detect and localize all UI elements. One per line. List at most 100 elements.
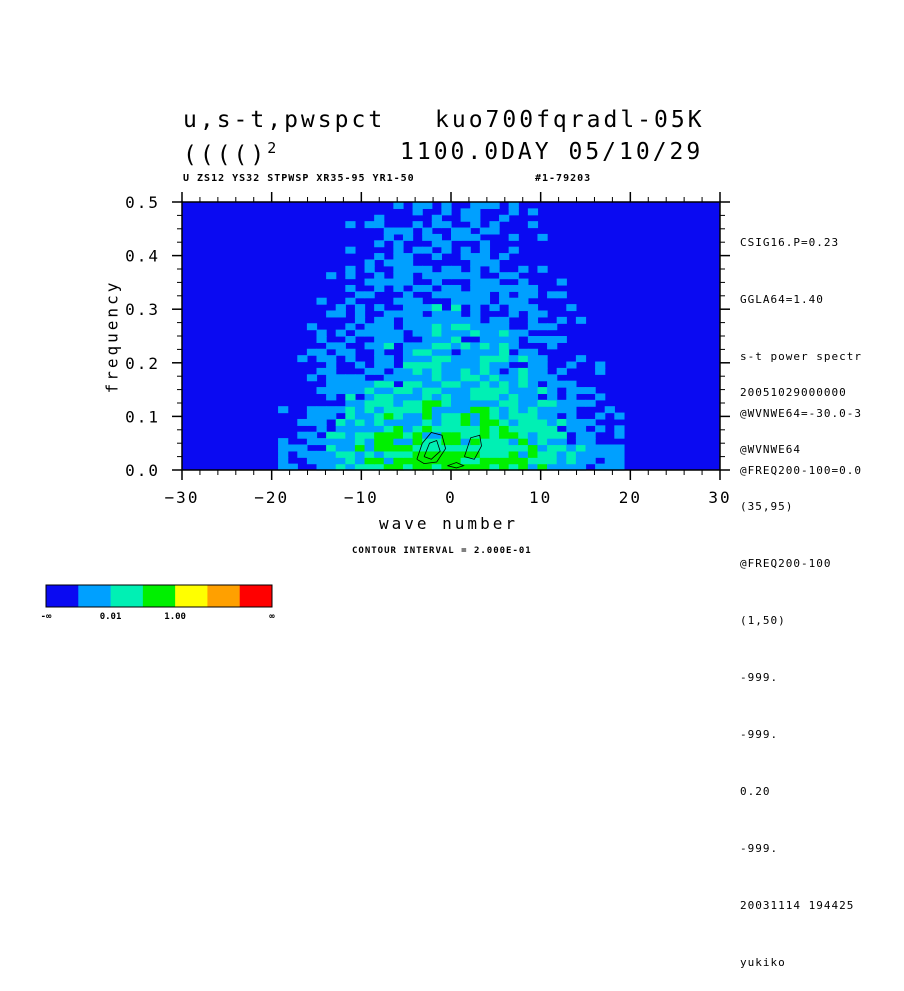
heatmap-cell-level1 — [585, 438, 596, 446]
heatmap-cell-level2 — [326, 444, 337, 452]
heatmap-cell-level1 — [316, 367, 327, 375]
heatmap-cell-level1 — [326, 393, 337, 401]
heatmap-cell-level1 — [508, 272, 519, 280]
heatmap-cell-level1 — [566, 399, 577, 407]
heatmap-cell-level1 — [556, 406, 567, 414]
heatmap-cell-level1 — [451, 367, 462, 375]
heatmap-cell-level1 — [374, 304, 385, 312]
heatmap-cell-level3 — [479, 463, 491, 471]
heatmap-cell-level2 — [441, 444, 452, 452]
heatmap-cell-level1 — [441, 240, 452, 248]
heatmap-cell-level1 — [470, 208, 481, 216]
heatmap-cell-level2 — [364, 463, 375, 471]
heatmap-cell-level1 — [354, 374, 366, 382]
heatmap-cell-level1 — [297, 355, 308, 363]
heatmap-cell-level2 — [470, 329, 481, 337]
heatmap-cell-level1 — [402, 272, 414, 280]
heatmap-cell-level3 — [422, 425, 433, 433]
heatmap-cell-level1 — [326, 457, 337, 465]
heatmap-cell-level1 — [393, 227, 404, 235]
heatmap-cell-level1 — [393, 253, 404, 261]
heatmap-cell-level1 — [527, 374, 539, 382]
heatmap-cell-level3 — [422, 450, 433, 458]
heatmap-cell-level1 — [278, 444, 289, 452]
heatmap-cell-level1 — [316, 457, 327, 465]
x-tick-label: 20 — [619, 488, 642, 507]
heatmap-cell-level1 — [412, 265, 423, 273]
heatmap-cell-level2 — [489, 425, 500, 433]
heatmap-cell-level2 — [431, 463, 442, 471]
heatmap-cell-level1 — [566, 304, 577, 312]
heatmap-cell-level1 — [383, 323, 394, 331]
heatmap-cell-level1 — [326, 374, 337, 382]
heatmap-cell-level1 — [547, 342, 558, 350]
heatmap-cell-level2 — [499, 444, 510, 452]
heatmap-cell-level2 — [354, 463, 366, 471]
heatmap-cell-level2 — [374, 418, 385, 426]
heatmap-cell-level1 — [402, 348, 414, 356]
heatmap-cell-level1 — [402, 304, 414, 312]
heatmap-cell-level1 — [614, 412, 625, 420]
heatmap-cell-level1 — [402, 233, 414, 241]
heatmap-cell-level1 — [431, 272, 442, 280]
heatmap-cell-level1 — [460, 380, 471, 388]
heatmap-cell-level1 — [470, 316, 481, 324]
heatmap-cell-level2 — [489, 374, 500, 382]
heatmap-cell-level1 — [604, 406, 615, 414]
heatmap-cell-level1 — [364, 323, 375, 331]
heatmap-cell-level1 — [547, 291, 558, 299]
heatmap-cell-level1 — [431, 412, 442, 420]
heatmap-cell-level1 — [575, 463, 587, 471]
heatmap-cell-level2 — [441, 412, 452, 420]
heatmap-cell-level1 — [470, 399, 481, 407]
heatmap-cell-level1 — [422, 233, 433, 241]
heatmap-cell-level1 — [518, 348, 529, 356]
heatmap-cell-level1 — [364, 425, 375, 433]
heatmap-cell-level1 — [470, 202, 481, 209]
heatmap-cell-level1 — [489, 342, 500, 350]
heatmap-cell-level1 — [402, 259, 414, 267]
heatmap-cell-level1 — [537, 444, 548, 452]
heatmap-cell-level1 — [460, 393, 471, 401]
heatmap-cell-level2 — [479, 361, 491, 369]
heatmap-cell-level1 — [393, 265, 404, 273]
heatmap-cell-level2 — [364, 431, 375, 439]
heatmap-cell-level2 — [499, 450, 510, 458]
heatmap-cell-level1 — [354, 361, 366, 369]
heatmap-cell-level3 — [374, 431, 385, 439]
heatmap-cell-level1 — [393, 202, 404, 209]
heatmap-cell-level1 — [595, 393, 606, 401]
heatmap-cell-level1 — [489, 278, 500, 286]
heatmap-cell-level1 — [374, 278, 385, 286]
heatmap-cell-level2 — [489, 463, 500, 471]
side-info-bottom-line: -999. — [740, 671, 779, 684]
heatmap-cell-level3 — [489, 457, 500, 465]
heatmap-cell-level3 — [499, 457, 510, 465]
heatmap-cell-level2 — [374, 412, 385, 420]
heatmap-cell-level1 — [306, 323, 318, 331]
heatmap-cell-level1 — [566, 361, 577, 369]
heatmap-cell-level2 — [326, 431, 337, 439]
heatmap-cell-level1 — [345, 265, 356, 273]
heatmap-cell-level1 — [508, 310, 519, 318]
heatmap-cell-level1 — [537, 412, 548, 420]
heatmap-cell-level2 — [393, 450, 404, 458]
heatmap-cell-level2 — [566, 450, 577, 458]
heatmap-cell-level1 — [393, 367, 404, 375]
heatmap-cell-level3 — [451, 463, 462, 471]
heatmap-cell-level2 — [518, 418, 529, 426]
heatmap-cell-level1 — [460, 227, 471, 235]
heatmap-cell-level1 — [470, 233, 481, 241]
heatmap-cell-level1 — [326, 361, 337, 369]
heatmap-cell-level1 — [374, 406, 385, 414]
heatmap-cell-level1 — [412, 393, 423, 401]
heatmap-cell-level2 — [393, 406, 404, 414]
heatmap-cell-level1 — [422, 336, 433, 343]
heatmap-cell-level3 — [393, 425, 404, 433]
heatmap-cell-level1 — [431, 291, 442, 299]
heatmap-cell-level3 — [508, 457, 519, 465]
heatmap-cell-level2 — [431, 374, 442, 382]
heatmap-cell-level1 — [335, 387, 346, 395]
heatmap-cell-level3 — [374, 457, 385, 465]
heatmap-cell-level2 — [335, 463, 346, 471]
